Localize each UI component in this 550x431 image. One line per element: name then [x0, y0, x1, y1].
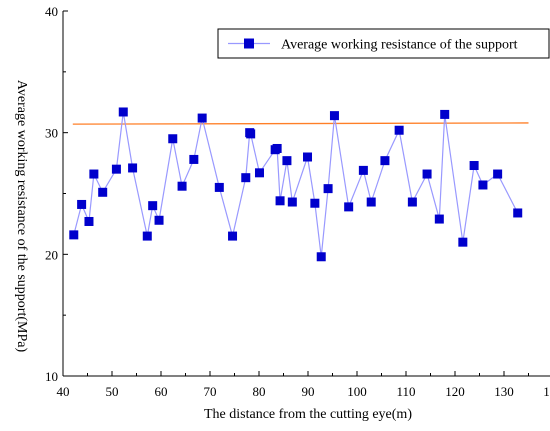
- data-point: [254, 168, 264, 178]
- data-point: [197, 113, 207, 123]
- data-point: [189, 154, 199, 164]
- x-tick-label: 120: [445, 384, 465, 399]
- data-point: [394, 125, 404, 135]
- data-point: [310, 198, 320, 208]
- x-tick-label: 100: [347, 384, 367, 399]
- y-tick-label: 20: [45, 247, 58, 262]
- data-point: [111, 164, 121, 174]
- legend-label: Average working resistance of the suppor…: [281, 38, 518, 53]
- data-point: [154, 215, 164, 225]
- x-tick-label: 140: [543, 384, 550, 399]
- data-point: [458, 237, 468, 247]
- data-point: [366, 197, 376, 207]
- data-point: [513, 208, 523, 218]
- data-point: [275, 196, 285, 206]
- data-point: [422, 169, 432, 179]
- y-tick-label: 40: [45, 4, 58, 19]
- data-point: [98, 187, 108, 197]
- data-point: [434, 214, 444, 224]
- data-point: [316, 252, 326, 262]
- data-point: [329, 111, 339, 121]
- data-point: [214, 182, 224, 192]
- data-point: [344, 202, 354, 212]
- x-tick-label: 80: [253, 384, 266, 399]
- y-tick-label: 10: [45, 369, 58, 384]
- data-point: [303, 152, 313, 162]
- y-tick-label: 30: [45, 126, 58, 141]
- data-point: [440, 109, 450, 119]
- legend: Average working resistance of the suppor…: [217, 28, 550, 59]
- legend-marker-sample: [244, 38, 254, 49]
- data-point: [407, 197, 417, 207]
- x-tick-label: 60: [155, 384, 168, 399]
- x-tick-label: 50: [106, 384, 119, 399]
- data-point: [128, 163, 138, 173]
- data-point: [142, 231, 152, 241]
- plot-layer: [69, 107, 529, 262]
- data-point: [282, 156, 292, 166]
- series-line-resistance: [73, 111, 519, 257]
- data-point: [287, 197, 297, 207]
- data-point: [148, 201, 158, 211]
- data-point: [380, 156, 390, 166]
- series-line-reference: [72, 122, 529, 125]
- data-point: [89, 169, 99, 179]
- data-point: [478, 180, 488, 190]
- data-point: [323, 184, 333, 194]
- legend-box: [217, 28, 550, 59]
- axes-layer: 40 50 60 70 80 90 100 110 120 130 140 10 20 30 40: [45, 4, 550, 399]
- x-axis-title: The distance from the cutting eye(m): [204, 407, 412, 422]
- x-tick-label: 70: [204, 384, 217, 399]
- y-axis-title: Average working resistance of the suppor…: [14, 80, 29, 353]
- x-tick-label: 130: [494, 384, 514, 399]
- x-tick-label: 90: [302, 384, 315, 399]
- data-point: [493, 169, 503, 179]
- data-point: [84, 216, 94, 226]
- data-point: [77, 199, 87, 209]
- data-point: [228, 231, 238, 241]
- data-point: [118, 107, 128, 117]
- data-point: [469, 161, 479, 171]
- x-tick-label: 40: [57, 384, 70, 399]
- data-point: [358, 165, 368, 175]
- x-tick-label: 110: [396, 384, 415, 399]
- data-point: [168, 134, 178, 144]
- data-point: [241, 173, 251, 183]
- data-point: [246, 129, 256, 139]
- data-point: [69, 230, 79, 240]
- data-point: [177, 181, 187, 191]
- data-point: [272, 143, 282, 153]
